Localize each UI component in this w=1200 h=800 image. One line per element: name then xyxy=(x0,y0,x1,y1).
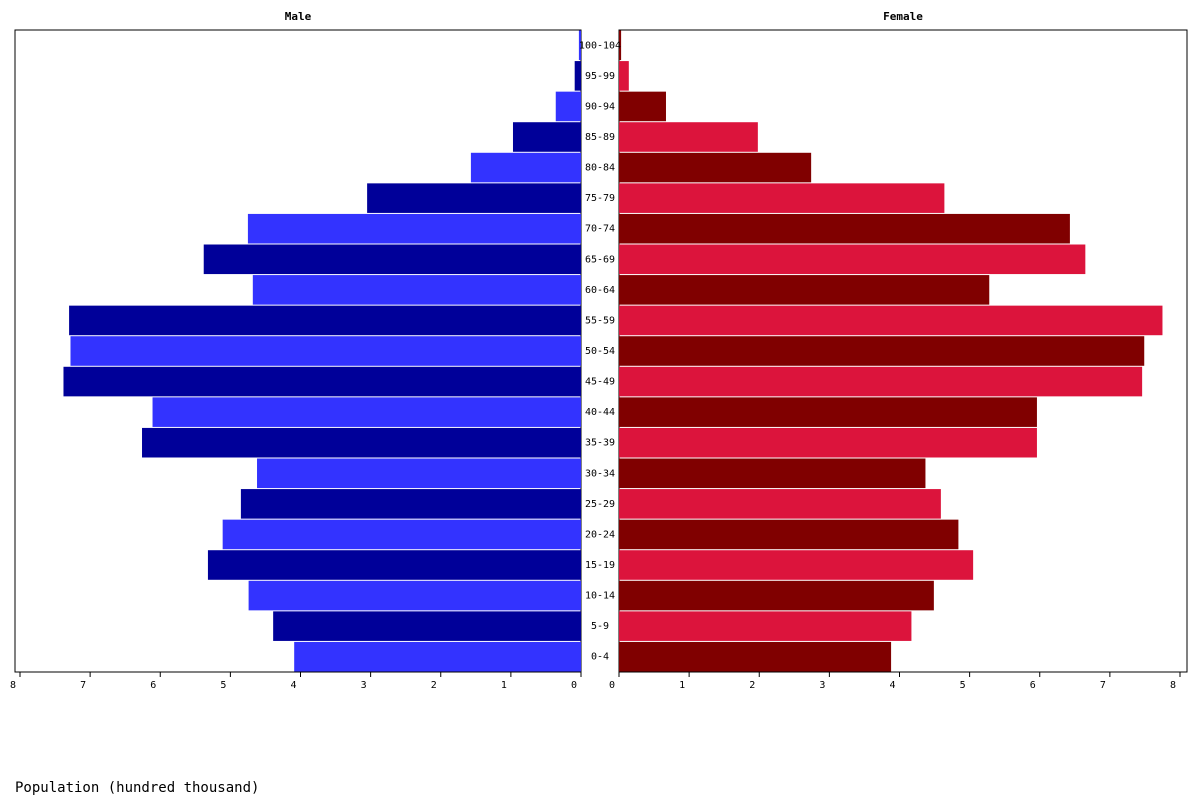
x-tick-label: 2 xyxy=(749,680,755,691)
category-label: 60-64 xyxy=(585,285,615,296)
category-label: 25-29 xyxy=(585,499,615,510)
category-label: 65-69 xyxy=(585,254,615,265)
x-axis-title: Population (hundred thousand) xyxy=(15,780,259,796)
category-label: 90-94 xyxy=(585,101,615,112)
x-tick-label: 1 xyxy=(501,680,507,691)
bar xyxy=(578,30,581,61)
bar xyxy=(619,244,1086,275)
bar xyxy=(619,550,974,580)
category-label: 85-89 xyxy=(585,132,615,143)
bar xyxy=(555,91,581,122)
category-label: 50-54 xyxy=(585,346,615,357)
category-label: 80-84 xyxy=(585,163,615,174)
bar xyxy=(574,61,581,91)
category-label: 100-104 xyxy=(579,40,621,51)
bar xyxy=(69,305,582,336)
category-label: 10-14 xyxy=(585,591,615,602)
category-label: 30-34 xyxy=(585,468,615,479)
bar xyxy=(619,213,1070,244)
bar xyxy=(619,336,1145,366)
bar xyxy=(619,61,629,91)
bar xyxy=(248,580,582,611)
bar xyxy=(240,489,582,519)
bar xyxy=(619,91,666,122)
category-label: 55-59 xyxy=(585,315,615,326)
category-label: 75-79 xyxy=(585,193,615,204)
bar xyxy=(63,366,582,397)
panel-title: Female xyxy=(883,10,923,23)
x-tick-label: 0 xyxy=(571,680,577,691)
bar xyxy=(142,427,581,458)
category-label: 35-39 xyxy=(585,438,615,449)
category-label: 0-4 xyxy=(591,652,609,663)
bar xyxy=(470,152,581,183)
bar xyxy=(619,275,990,305)
bar xyxy=(207,550,581,580)
category-label: 5-9 xyxy=(591,621,609,632)
x-tick-label: 8 xyxy=(1170,680,1176,691)
x-tick-label: 8 xyxy=(10,680,16,691)
x-tick-label: 6 xyxy=(150,680,156,691)
category-label: 70-74 xyxy=(585,224,615,235)
bar xyxy=(619,366,1143,397)
bar xyxy=(619,458,926,489)
x-tick-label: 5 xyxy=(220,680,226,691)
x-tick-label: 3 xyxy=(361,680,367,691)
x-tick-label: 1 xyxy=(679,680,685,691)
x-tick-label: 6 xyxy=(1030,680,1036,691)
bar xyxy=(619,183,945,213)
bar xyxy=(619,397,1037,427)
x-tick-label: 0 xyxy=(609,680,615,691)
bar xyxy=(294,641,581,672)
bar xyxy=(619,519,959,550)
x-tick-label: 5 xyxy=(960,680,966,691)
bar xyxy=(367,183,581,213)
category-label: 20-24 xyxy=(585,529,615,540)
bar xyxy=(257,458,581,489)
bar xyxy=(273,611,581,641)
x-tick-label: 4 xyxy=(290,680,296,691)
bar xyxy=(222,519,581,550)
bar xyxy=(619,305,1163,336)
category-label: 40-44 xyxy=(585,407,615,418)
bar xyxy=(252,275,581,305)
bar xyxy=(619,122,758,152)
bar xyxy=(203,244,582,275)
bar xyxy=(152,397,581,427)
x-tick-label: 2 xyxy=(431,680,437,691)
category-label: 45-49 xyxy=(585,377,615,388)
bar xyxy=(619,641,892,672)
x-tick-label: 7 xyxy=(1100,680,1106,691)
bar xyxy=(619,489,941,519)
bar xyxy=(619,427,1037,458)
bar xyxy=(619,30,622,61)
category-label: 15-19 xyxy=(585,560,615,571)
bar xyxy=(619,580,934,611)
bar xyxy=(512,122,581,152)
bar xyxy=(247,213,581,244)
panel-title: Male xyxy=(285,10,312,23)
bar xyxy=(619,152,812,183)
x-tick-label: 4 xyxy=(889,680,895,691)
category-label: 95-99 xyxy=(585,71,615,82)
bar xyxy=(70,336,582,366)
bar xyxy=(619,611,912,641)
x-tick-label: 3 xyxy=(819,680,825,691)
x-tick-label: 7 xyxy=(80,680,86,691)
